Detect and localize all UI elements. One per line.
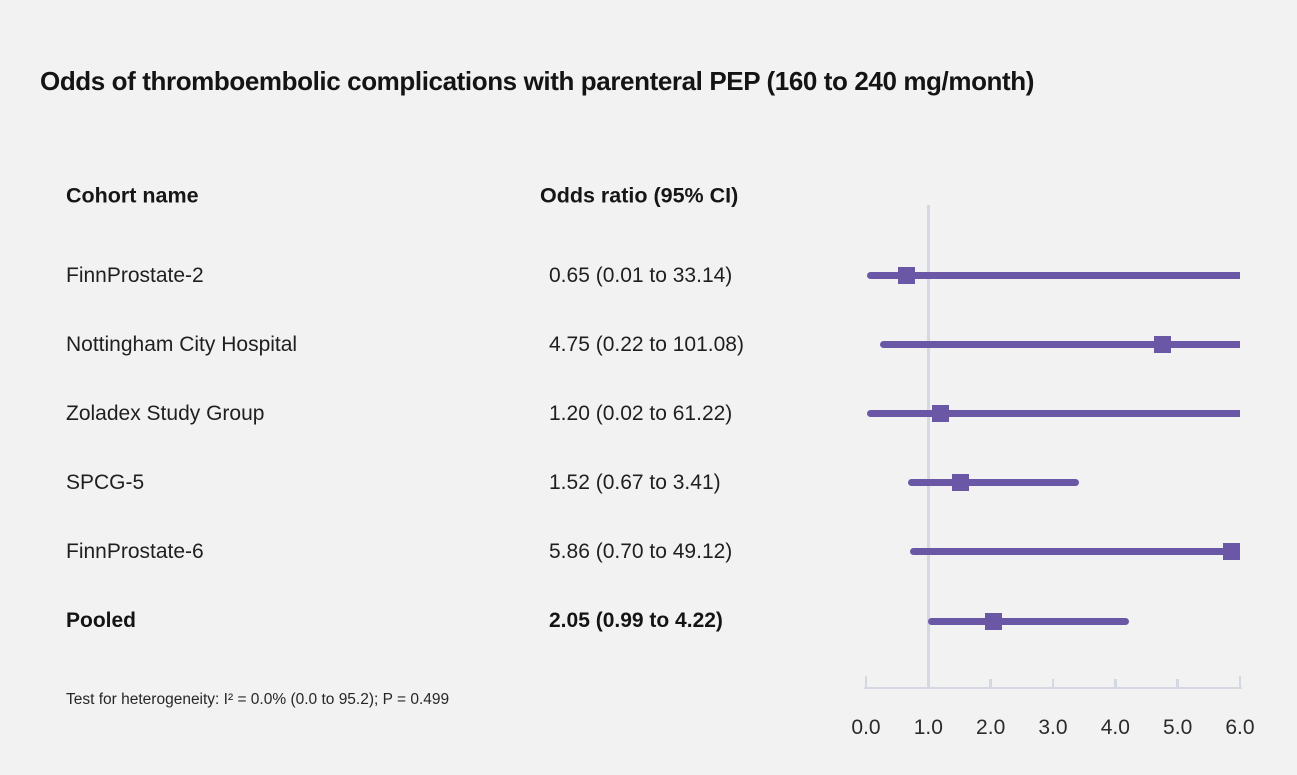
point-estimate-marker — [1153, 336, 1171, 354]
odds-ratio-label: 1.52 (0.67 to 3.41) — [549, 470, 721, 494]
x-axis-tick — [864, 675, 868, 687]
confidence-interval-line — [909, 548, 1240, 556]
cohort-name-label: Zoladex Study Group — [66, 401, 265, 425]
pooled-estimate-marker — [985, 612, 1003, 630]
confidence-interval-line — [879, 341, 1240, 349]
reference-line — [926, 205, 930, 689]
confidence-interval-line — [907, 479, 1079, 487]
point-estimate-marker — [952, 474, 970, 492]
cohort-name-label: SPCG-5 — [66, 470, 145, 494]
point-estimate-marker — [898, 267, 916, 284]
chart-title: Odds of thromboembolic complications wit… — [40, 66, 1035, 96]
x-axis-tick-label: 3.0 — [1038, 716, 1068, 739]
x-axis-tick-label: 4.0 — [1100, 716, 1130, 739]
heterogeneity-note: Test for heterogeneity: I² = 0.0% (0.0 t… — [66, 691, 450, 708]
x-axis-tick-label: 6.0 — [1225, 716, 1255, 739]
x-axis-line — [863, 686, 1243, 689]
cohort-name-label: Pooled — [66, 609, 137, 632]
x-axis-tick-label: 2.0 — [976, 716, 1006, 739]
x-axis-tick — [989, 678, 992, 687]
x-axis-tick-label: 1.0 — [913, 716, 943, 739]
x-axis-tick — [927, 678, 930, 687]
confidence-interval-line — [927, 617, 1130, 625]
cohort-name-label: FinnProstate-2 — [66, 263, 204, 287]
odds-ratio-label: 1.20 (0.02 to 61.22) — [549, 401, 733, 425]
x-axis-tick — [1176, 678, 1179, 687]
odds-ratio-label: 2.05 (0.99 to 4.22) — [549, 609, 723, 632]
odds-ratio-label: 0.65 (0.01 to 33.14) — [549, 263, 733, 287]
x-axis-tick — [1051, 678, 1055, 687]
cohort-name-label: Nottingham City Hospital — [66, 332, 298, 356]
point-estimate-marker — [1222, 543, 1240, 561]
column-header-odds-ratio: Odds ratio (95% CI) — [540, 183, 739, 208]
x-axis-tick-label: 5.0 — [1163, 716, 1193, 739]
point-estimate-marker — [932, 405, 950, 423]
odds-ratio-label: 4.75 (0.22 to 101.08) — [549, 332, 744, 356]
column-header-cohort-name: Cohort name — [66, 183, 199, 208]
confidence-interval-line — [866, 272, 1240, 279]
cohort-name-label: FinnProstate-6 — [66, 539, 204, 563]
odds-ratio-label: 5.86 (0.70 to 49.12) — [549, 539, 733, 563]
x-axis-tick — [1238, 675, 1242, 687]
x-axis-tick — [1114, 678, 1117, 687]
x-axis-tick-label: 0.0 — [851, 716, 881, 739]
confidence-interval-line — [867, 410, 1240, 418]
